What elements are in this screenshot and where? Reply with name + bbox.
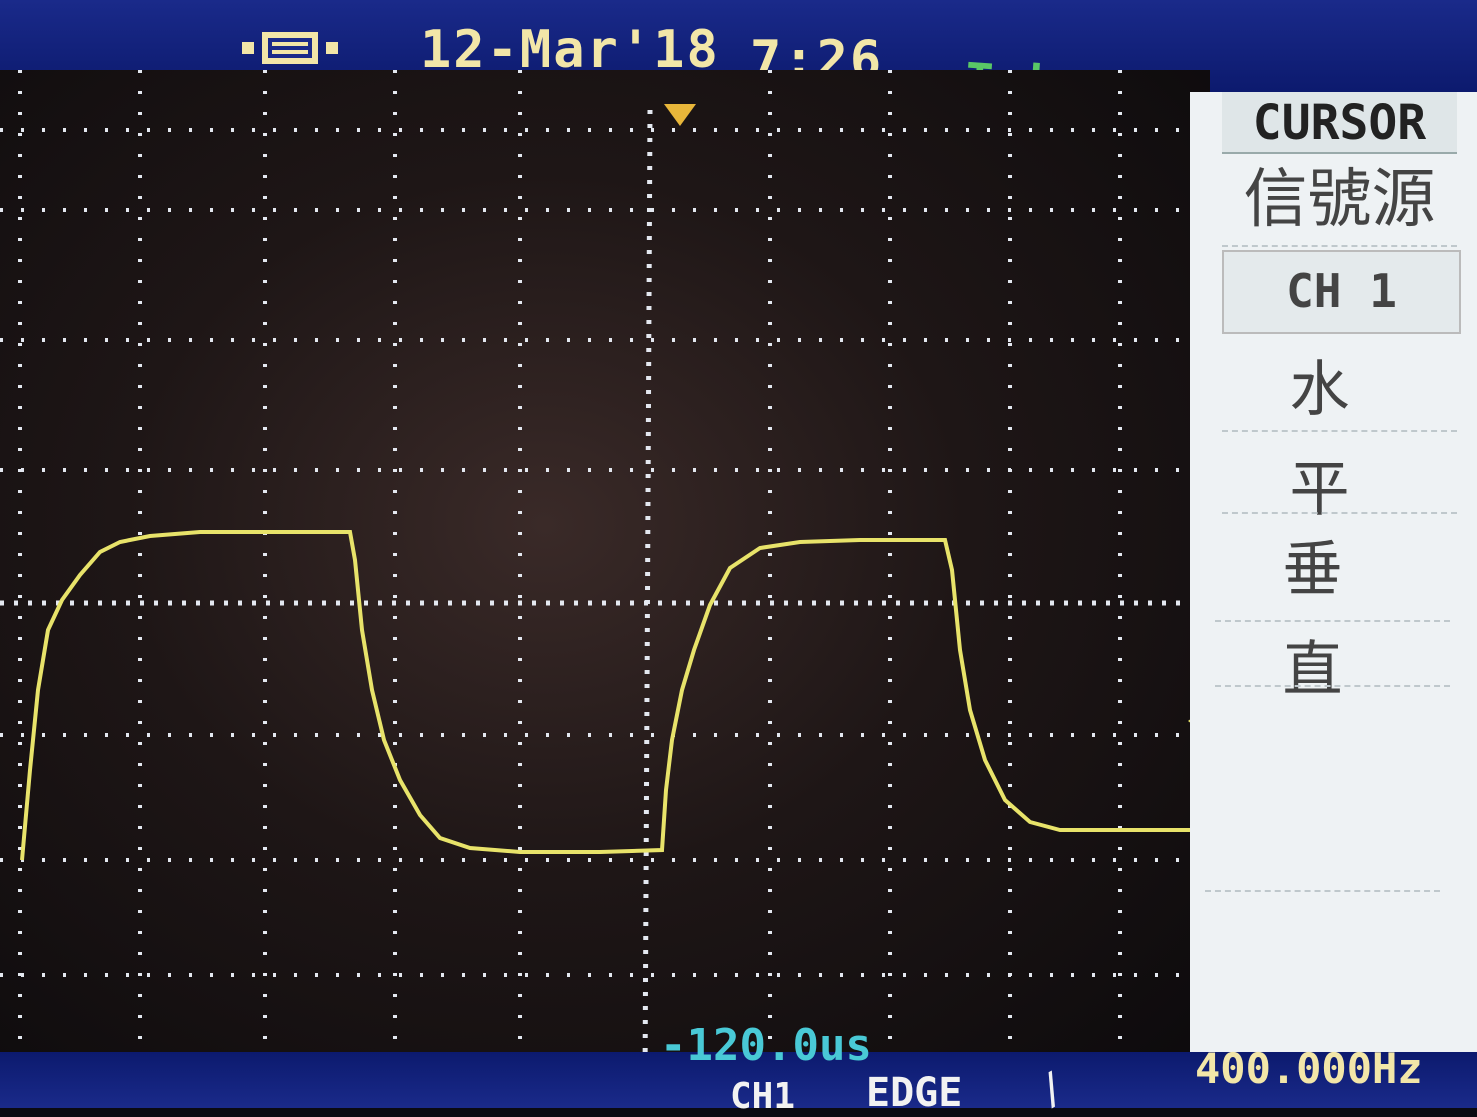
menu-item-vertical[interactable]: 垂 直 bbox=[1215, 520, 1450, 705]
cursor-time-readout: -120.0us bbox=[660, 1020, 872, 1071]
graticule bbox=[0, 70, 1210, 1080]
menu-item-source-value[interactable]: CH 1 bbox=[1222, 250, 1461, 334]
trigger-channel: CH1 bbox=[730, 1076, 796, 1117]
trigger-position-marker bbox=[664, 104, 696, 126]
bottom-status-bar bbox=[0, 1052, 1477, 1108]
menu-item-horizontal[interactable]: 水 平 bbox=[1222, 340, 1457, 525]
menu-item-source[interactable]: 信號源 bbox=[1222, 155, 1457, 247]
menu-item-empty[interactable] bbox=[1205, 700, 1440, 892]
menu-item-vertical-value[interactable] bbox=[1215, 625, 1450, 687]
trigger-type: EDGE bbox=[866, 1070, 963, 1116]
menu-title: CURSOR bbox=[1222, 92, 1457, 154]
ch1-trace bbox=[20, 530, 1190, 861]
usb-connection-icon bbox=[242, 32, 338, 64]
frequency-readout: 400.000Hz bbox=[1195, 1044, 1423, 1093]
menu-item-horizontal-value[interactable] bbox=[1222, 432, 1457, 514]
waveform-display bbox=[0, 70, 1210, 1080]
